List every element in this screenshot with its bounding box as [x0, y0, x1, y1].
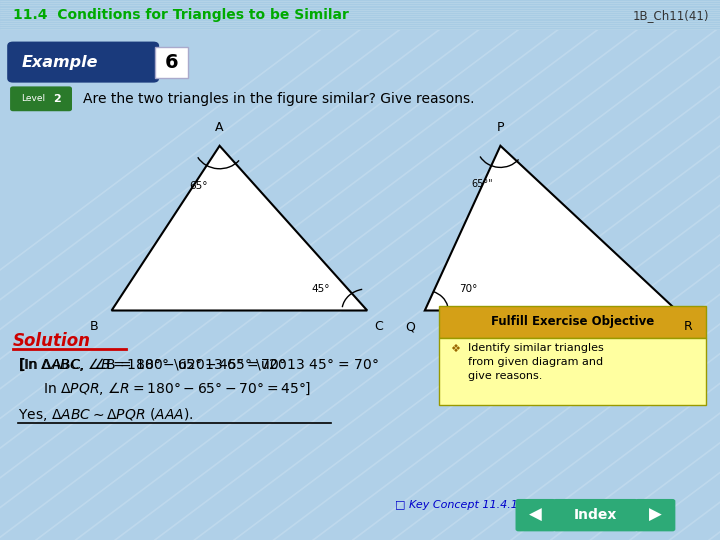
- Text: Index: Index: [574, 508, 617, 522]
- Text: Identify similar triangles
from given diagram and
give reasons.: Identify similar triangles from given di…: [468, 343, 604, 381]
- Text: Fulfill Exercise Objective: Fulfill Exercise Objective: [491, 315, 654, 328]
- Text: A: A: [215, 121, 224, 134]
- Text: $\mathbf{[}$In $\mathit{\Delta}$ABC,  $\mathit{\angle}$B = 180° \u2013 65° \u201: $\mathbf{[}$In $\mathit{\Delta}$ABC, $\m…: [18, 356, 379, 373]
- Text: $[$In $\Delta ABC$, $\angle B = 180° - 65° - 45° = 70°$: $[$In $\Delta ABC$, $\angle B = 180° - 6…: [18, 356, 286, 373]
- FancyBboxPatch shape: [439, 306, 706, 338]
- Text: R: R: [684, 320, 693, 333]
- Text: 6: 6: [165, 53, 178, 72]
- FancyBboxPatch shape: [516, 499, 556, 531]
- FancyBboxPatch shape: [635, 499, 675, 531]
- FancyBboxPatch shape: [10, 86, 72, 111]
- Text: Example: Example: [22, 55, 98, 70]
- Text: B: B: [90, 320, 99, 333]
- Text: ▶: ▶: [649, 506, 662, 524]
- Text: 11.4  Conditions for Triangles to be Similar: 11.4 Conditions for Triangles to be Simi…: [13, 8, 348, 22]
- Text: 65°: 65°: [189, 181, 207, 191]
- Polygon shape: [425, 146, 677, 310]
- FancyBboxPatch shape: [0, 0, 720, 30]
- FancyBboxPatch shape: [155, 47, 188, 78]
- Text: 65°": 65°": [472, 179, 493, 190]
- Polygon shape: [112, 146, 367, 310]
- Text: C: C: [374, 320, 383, 333]
- FancyBboxPatch shape: [7, 42, 159, 83]
- Text: Level: Level: [22, 94, 46, 103]
- Text: 1B_Ch11(41): 1B_Ch11(41): [633, 9, 709, 22]
- Text: Yes, $\Delta ABC \sim \Delta PQR$ $(AAA)$.: Yes, $\Delta ABC \sim \Delta PQR$ $(AAA)…: [18, 406, 194, 423]
- Text: 45°: 45°: [311, 284, 330, 294]
- Text: □ Key Concept 11.4.1: □ Key Concept 11.4.1: [395, 500, 518, 510]
- Text: 70°: 70°: [459, 284, 477, 294]
- Text: ◀: ◀: [529, 506, 542, 524]
- FancyBboxPatch shape: [439, 338, 706, 405]
- Text: P: P: [497, 121, 504, 134]
- Text: In $\Delta PQR$, $\angle R = 180° - 65° - 70° = 45°$$]$: In $\Delta PQR$, $\angle R = 180° - 65° …: [43, 381, 312, 397]
- Text: 2: 2: [53, 94, 61, 104]
- FancyBboxPatch shape: [553, 499, 638, 531]
- Text: Solution: Solution: [13, 332, 91, 350]
- Text: Q: Q: [405, 320, 415, 333]
- Text: Are the two triangles in the figure similar? Give reasons.: Are the two triangles in the figure simi…: [83, 92, 474, 106]
- Text: ❖: ❖: [450, 344, 460, 354]
